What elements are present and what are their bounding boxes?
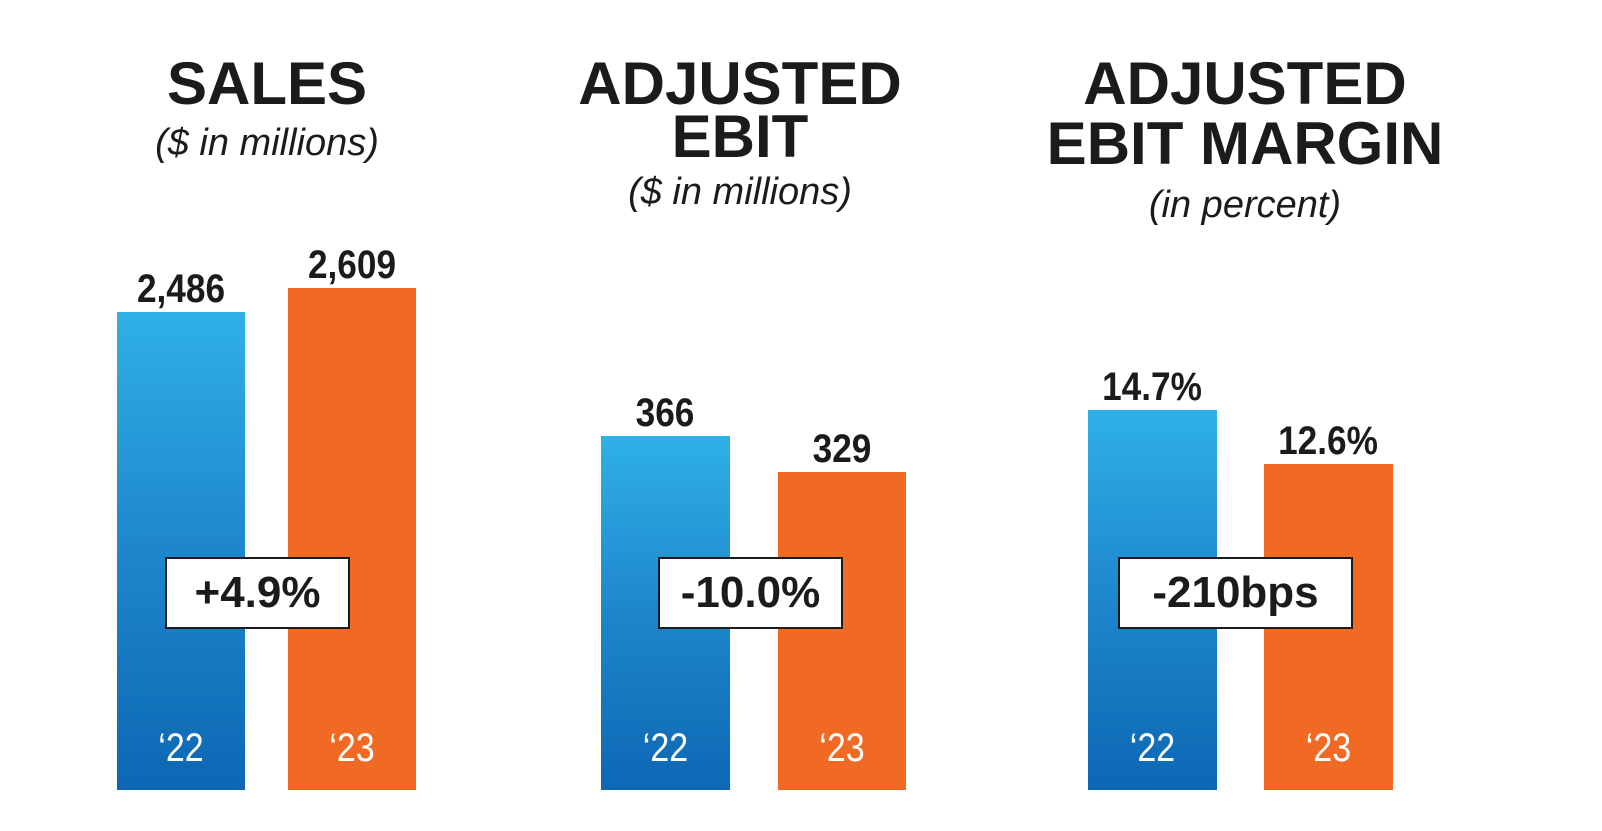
margin-year-2023: ‘23: [1305, 726, 1352, 770]
sales-year-2023: ‘23: [329, 726, 375, 770]
ebit-bar-2023: [778, 472, 906, 790]
ebit-year-2022: ‘22: [642, 726, 689, 770]
sales-year-2022: ‘22: [158, 726, 204, 770]
ebit-value-2023: 329: [812, 427, 872, 471]
sales-subtitle: ($ in millions): [155, 122, 379, 164]
sales-bar-2022: [117, 312, 245, 790]
margin-year-2022: ‘22: [1129, 726, 1176, 770]
margin-subtitle: (in percent): [1148, 184, 1342, 226]
margin-title-line1: ADJUSTED: [1083, 50, 1407, 117]
ebit-title-line1: ADJUSTED: [578, 50, 902, 117]
sales-value-2022: 2,486: [136, 267, 226, 311]
sales-title: SALES: [166, 50, 368, 117]
sales-value-2023: 2,609: [307, 243, 397, 287]
margin-change-badge: -210bps: [1118, 557, 1353, 629]
ebit-value-2022: 366: [635, 391, 695, 435]
sales-change-badge: +4.9%: [165, 557, 350, 629]
margin-title-line2: EBIT MARGIN: [1046, 110, 1444, 177]
margin-value-2023: 12.6%: [1278, 419, 1378, 463]
margin-value-2022: 14.7%: [1102, 365, 1202, 409]
ebit-change-badge: -10.0%: [658, 557, 843, 629]
ebit-title-line2: EBIT: [671, 103, 809, 170]
sales-bar-2023: [288, 288, 416, 790]
ebit-subtitle: ($ in millions): [628, 171, 852, 213]
ebit-year-2023: ‘23: [819, 726, 865, 770]
